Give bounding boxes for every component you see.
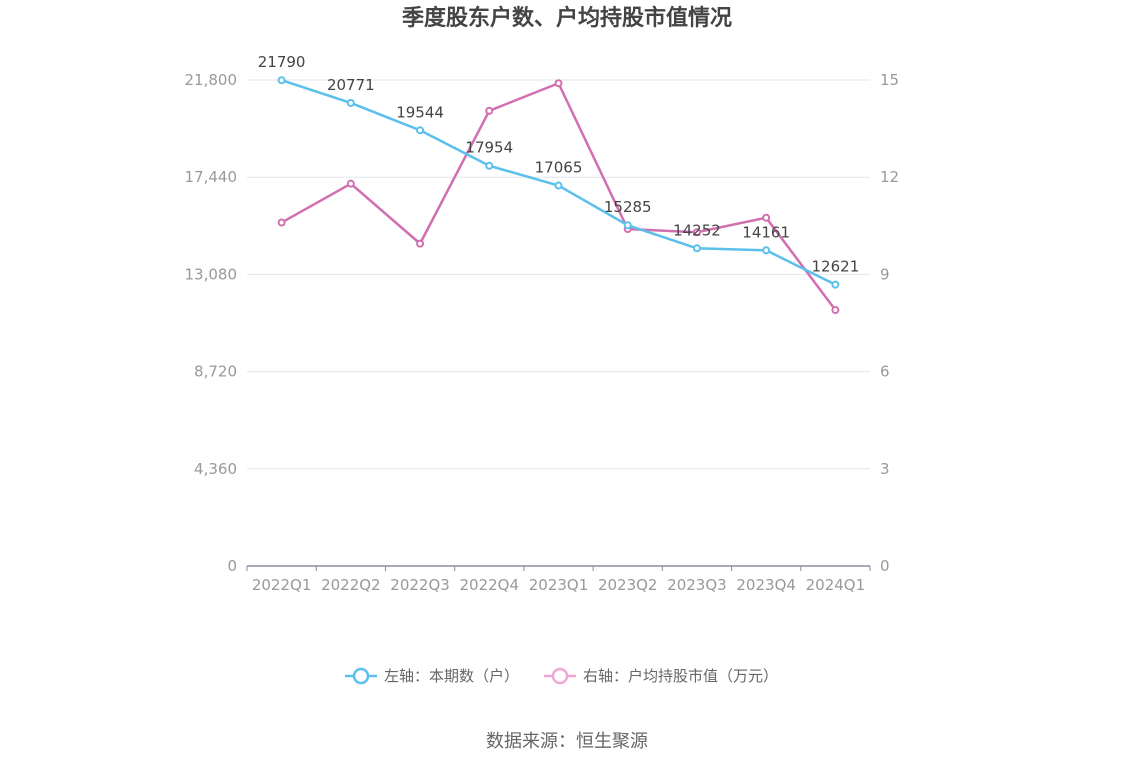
- x-tick-label: 2022Q2: [321, 576, 381, 594]
- data-point[interactable]: [554, 79, 563, 88]
- right-tick-label: 9: [880, 265, 890, 283]
- legend-marker: [352, 667, 370, 685]
- data-point[interactable]: [485, 161, 494, 170]
- x-tick-label: 2023Q1: [529, 576, 589, 594]
- legend-marker: [551, 667, 569, 685]
- data-label: 15285: [604, 198, 652, 216]
- right-tick-label: 0: [880, 557, 890, 575]
- data-point[interactable]: [831, 280, 840, 289]
- data-point[interactable]: [485, 106, 494, 115]
- data-point[interactable]: [762, 246, 771, 255]
- series-line-1: [280, 81, 837, 311]
- right-tick-label: 15: [880, 71, 899, 89]
- right-tick-label: 3: [880, 460, 890, 478]
- legend[interactable]: 左轴：本期数（户） 右轴：户均持股市值（万元）: [345, 667, 778, 685]
- data-point[interactable]: [277, 218, 286, 227]
- left-tick-label: 17,440: [185, 168, 238, 186]
- data-label: 12621: [812, 258, 860, 276]
- left-tick-label: 13,080: [185, 265, 238, 283]
- data-point[interactable]: [762, 213, 771, 222]
- legend-item-0[interactable]: 左轴：本期数（户）: [345, 667, 519, 685]
- x-tick-label: 2022Q4: [460, 576, 520, 594]
- right-tick-label: 12: [880, 168, 899, 186]
- data-point[interactable]: [554, 181, 563, 190]
- data-point[interactable]: [416, 126, 425, 135]
- left-tick-label: 21,800: [185, 71, 238, 89]
- data-point[interactable]: [346, 179, 355, 188]
- data-label: 20771: [327, 76, 375, 94]
- x-tick-label: 2023Q2: [598, 576, 658, 594]
- right-axis: 0 3 6 9 12 15: [880, 71, 899, 575]
- legend-item-1[interactable]: 右轴：户均持股市值（万元）: [544, 667, 778, 685]
- x-axis: 2022Q1 2022Q2 2022Q3 2022Q4 2023Q1 2023Q2 2023…: [246, 566, 871, 594]
- data-label: 14252: [673, 221, 721, 239]
- legend-label: 右轴：户均持股市值（万元）: [583, 667, 778, 685]
- left-tick-label: 8,720: [194, 363, 237, 381]
- x-tick-label: 2022Q3: [390, 576, 450, 594]
- data-point[interactable]: [692, 228, 701, 237]
- x-tick-label: 2023Q3: [667, 576, 727, 594]
- x-tick-label: 2024Q1: [806, 576, 866, 594]
- right-tick-label: 6: [880, 363, 890, 381]
- x-tick-label: 2023Q4: [736, 576, 796, 594]
- series-layer: 21790 20771 19544 17954 17065 15285 14252 14161…: [258, 53, 860, 315]
- data-label: 19544: [396, 103, 444, 121]
- data-point[interactable]: [623, 221, 632, 230]
- data-label: 14161: [742, 223, 790, 241]
- data-point[interactable]: [692, 244, 701, 253]
- data-label: 17954: [465, 139, 513, 157]
- legend-label: 左轴：本期数（户）: [384, 667, 519, 685]
- chart-title: 季度股东户数、户均持股市值情况: [402, 5, 732, 31]
- left-axis: 0 4,360 8,720 13,080 17,440 21,800: [185, 71, 238, 575]
- data-point[interactable]: [346, 98, 355, 107]
- x-tick-label: 2022Q1: [252, 576, 312, 594]
- data-point[interactable]: [831, 306, 840, 315]
- source-note: 数据来源：恒生聚源: [486, 731, 648, 752]
- data-point[interactable]: [416, 239, 425, 248]
- data-label: 21790: [258, 53, 306, 71]
- left-tick-label: 0: [227, 557, 237, 575]
- data-label: 17065: [535, 159, 583, 177]
- left-tick-label: 4,360: [194, 460, 237, 478]
- grid: [247, 79, 870, 567]
- data-point[interactable]: [277, 76, 286, 85]
